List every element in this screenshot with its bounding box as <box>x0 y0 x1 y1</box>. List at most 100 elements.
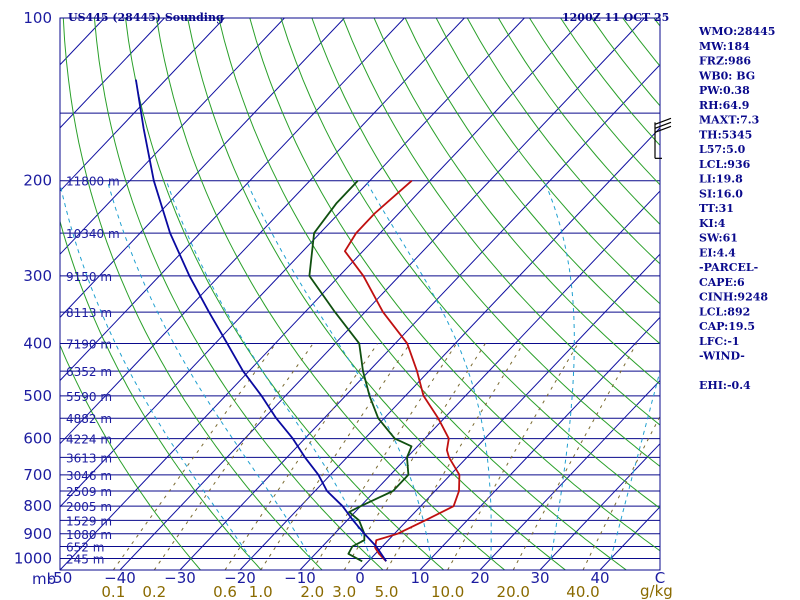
height-label: 2509 m <box>66 485 112 499</box>
moist-adiabat-line <box>60 181 252 559</box>
wind-barb-column <box>654 117 672 159</box>
isotherm-line <box>179 64 660 570</box>
dry-adiabat-line <box>60 219 262 570</box>
height-label: 3046 m <box>66 469 112 483</box>
pressure-tick-label: 900 <box>23 525 52 543</box>
profile-lines <box>135 79 461 563</box>
index-line: LCL:936 <box>699 158 751 171</box>
height-label: 5590 m <box>66 390 112 404</box>
index-line: SI:16.0 <box>699 187 743 200</box>
temperature-tick-label: -50 <box>48 569 73 587</box>
dry-adiabat-line <box>187 18 566 570</box>
mixing-ratio-tick-label: 0.2 <box>142 583 166 600</box>
isotherm-line <box>0 18 44 570</box>
temperature-tick-label: −20 <box>224 569 256 587</box>
isotherm-line <box>60 18 405 382</box>
mixing-ratio-tick-label: 5.0 <box>375 583 399 600</box>
moist-adiabat-line <box>610 369 660 559</box>
isotherm-line <box>539 442 660 570</box>
sounding-time: 1200Z 11 OCT 25 <box>562 11 669 24</box>
isotherm-line <box>60 18 225 192</box>
mixing-ratio-tick-label: 3.0 <box>332 583 356 600</box>
wind-barb-flag <box>654 125 672 133</box>
temperature-profile-line <box>344 180 461 562</box>
pressure-tick-label: 800 <box>23 497 52 515</box>
pressure-tick-label: 300 <box>23 267 52 285</box>
pressure-tick-label: 100 <box>23 9 52 27</box>
height-label: 1080 m <box>66 528 112 542</box>
mixing-ratio-line <box>512 343 638 570</box>
moist-adiabat-line <box>165 180 372 559</box>
pressure-tick-label: 1000 <box>14 550 52 568</box>
isotherm-line <box>60 18 165 129</box>
mixing-ratio-line <box>112 343 277 570</box>
mixing-ratio-line <box>311 343 458 570</box>
parcel-profile-line <box>135 79 387 562</box>
index-line: SW:61 <box>699 232 738 245</box>
index-line: CAPE:6 <box>699 276 745 289</box>
index-line: MAXT:7.3 <box>699 114 759 127</box>
moist-adiabat-line <box>543 180 575 559</box>
index-line: CINH:9248 <box>699 291 768 304</box>
sounding-title: US445 (28445) Sounding <box>68 11 224 24</box>
isotherm-line <box>60 18 525 508</box>
isotherm-line <box>60 18 345 319</box>
index-line: PW:0.38 <box>699 84 750 97</box>
mixing-ratio-line <box>224 343 379 570</box>
dry-adiabat-line <box>404 18 660 345</box>
temperature-tick-label: −30 <box>164 569 196 587</box>
wind-barb-flag <box>654 121 672 129</box>
wind-barb <box>654 117 672 159</box>
pressure-tick-label: 400 <box>23 334 52 352</box>
mixing-ratio-tick-label: 1.0 <box>249 583 273 600</box>
index-line: TH:5345 <box>699 128 752 141</box>
index-line: LI:19.8 <box>699 173 743 186</box>
height-label: 10340 m <box>66 227 120 241</box>
dry-adiabat-line <box>435 18 660 305</box>
temperature-tick-label: 0 <box>355 569 365 587</box>
index-line: KI:4 <box>699 217 726 230</box>
index-line: -PARCEL- <box>699 261 758 274</box>
isotherm-line <box>479 379 660 570</box>
height-label: 8113 m <box>66 306 112 320</box>
wind-barb-flag <box>654 117 672 125</box>
pressure-tick-label: 600 <box>23 430 52 448</box>
mixing-ratio-line <box>153 343 314 570</box>
temperature-tick-label: 10 <box>410 569 429 587</box>
dry-adiabat-line <box>311 18 660 468</box>
mixing-ratio-tick-label: 0.1 <box>101 583 125 600</box>
mixing-ratio-tick-label: 20.0 <box>497 583 530 600</box>
index-line: -WIND- <box>699 350 745 363</box>
index-line: WB0: BG <box>698 69 755 82</box>
dry-adiabat-line <box>280 18 660 509</box>
index-line: CAP:19.5 <box>699 320 755 333</box>
height-label: 652 m <box>66 541 104 555</box>
pressure-tick-label: 700 <box>23 466 52 484</box>
mixing-ratio-tick-label: 0.6 <box>213 583 237 600</box>
isotherm-line <box>419 316 660 570</box>
index-line: EHI:-0.4 <box>699 379 751 392</box>
moist-adiabat-line <box>245 180 432 559</box>
pressure-tick-label: 200 <box>23 172 52 190</box>
mixing-ratio-tick-label: 10.0 <box>431 583 464 600</box>
isotherm-line <box>239 127 660 570</box>
mixing-ratio-unit-label: g/kg <box>640 582 673 600</box>
index-line: LFC:-1 <box>699 335 740 348</box>
temperature-tick-label: 30 <box>530 569 549 587</box>
height-label: 11800 m <box>66 175 120 189</box>
dry-adiabat-line <box>62 18 323 570</box>
isotherm-line <box>119 18 645 570</box>
dry-adiabat-line <box>342 18 660 426</box>
temperature-tick-label: −10 <box>284 569 316 587</box>
temperature-tick-label: C <box>655 569 665 587</box>
height-label: 3613 m <box>66 451 112 465</box>
moist-adiabat-line <box>365 180 492 559</box>
index-line: LCL:892 <box>699 305 750 318</box>
mixing-ratio-tick-label: 40.0 <box>566 583 599 600</box>
dry-adiabat-line <box>218 18 627 570</box>
height-label: 245 m <box>66 553 104 567</box>
mixing-ratio-line <box>582 415 660 570</box>
